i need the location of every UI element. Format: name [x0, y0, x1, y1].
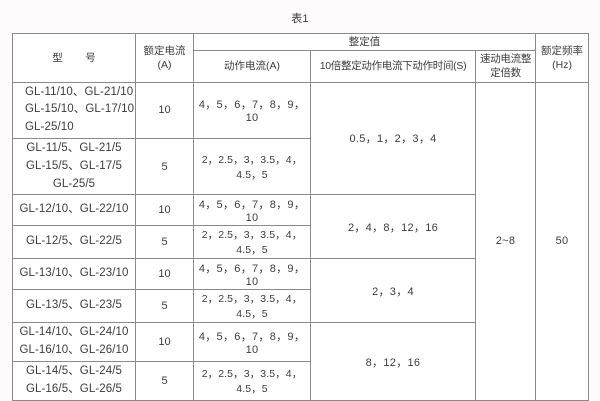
- header-row-bottom: 动作电流(A) 10倍整定动作电流下动作时间(S) 速动电流整定倍数: [13, 50, 589, 83]
- header-setting-value-group: 整定值: [192, 32, 537, 52]
- cell-action-current: 4，5，6，7，8，9，10: [193, 258, 311, 291]
- cell-rated-current: 10: [135, 81, 194, 139]
- spec-table-container: 型 号 额定电流(A) 整定值 额定频率(Hz) 动作电流(A) 10倍整定动作…: [12, 32, 590, 401]
- cell-action-current: 2，2.5，3，3.5，4，4.5，5: [193, 361, 311, 401]
- cell-model: GL-14/5、GL-24/5 GL-16/5、GL-26/5: [12, 361, 136, 401]
- cell-action-time: 8，12，16: [310, 322, 476, 401]
- header-model: 型 号: [12, 33, 136, 83]
- cell-model: GL-11/10、GL-21/10 GL-15/10、GL-17/10 GL-25/…: [12, 81, 136, 139]
- model-line: GL-15/10、GL-17/10: [25, 103, 135, 116]
- model-line: GL-15/5、GL-17/5: [25, 159, 123, 172]
- model-line: GL-13/10、GL-23/10: [19, 267, 129, 280]
- header-action-time: 10倍整定动作电流下动作时间(S): [310, 50, 476, 83]
- cell-action-time: 2，3，4: [310, 258, 476, 324]
- table-row: GL-12/10、GL-22/10 10 4，5，6，7，8，9，10 2，4，8，1…: [12, 194, 589, 260]
- cell-rated-current: 5: [135, 289, 194, 324]
- header-rated-current: 额定电流(A): [135, 33, 194, 83]
- header-rated-frequency: 额定频率(Hz): [535, 33, 590, 83]
- cell-rated-current: 5: [135, 361, 194, 401]
- model-line: GL-16/5、GL-26/5: [25, 382, 123, 395]
- cell-rated-current: 10: [135, 258, 194, 291]
- cell-model: GL-12/5、GL-22/5: [12, 225, 136, 260]
- cell-action-current: 2，2.5，3，3.5，4，4.5，5: [193, 225, 311, 260]
- model-line: GL-12/5、GL-22/5: [25, 235, 123, 248]
- cell-rated-frequency: 50: [535, 81, 590, 401]
- cell-action-time: 0.5，1，2，3，4: [310, 81, 476, 196]
- cell-action-current: 2，2.5，3，3.5，4，4.5，5: [193, 289, 311, 324]
- table-row: GL-12/5、GL-22/5 5 2，2.5，3，3.5，4，4.5，5: [12, 225, 589, 260]
- table-row: GL-11/10、GL-21/10 GL-15/10、GL-17/10 GL-25/…: [12, 81, 590, 401]
- cell-action-time: 2，4，8，12，16: [310, 194, 476, 260]
- cell-action-current: 4，5，6，7，8，9，10: [193, 81, 311, 139]
- cell-model: GL-13/5、GL-23/5: [12, 289, 136, 324]
- model-line: GL-25/5: [52, 177, 96, 190]
- cell-model: GL-11/5、GL-21/5 GL-15/5、GL-17/5 GL-25/5: [12, 137, 136, 196]
- table-row: GL-13/5、GL-23/5 5 2，2.5，3，3.5，4，4.5，5: [12, 289, 589, 324]
- cell-action-current: 4，5，6，7，8，9，10: [193, 194, 311, 227]
- header-action-current: 动作电流(A): [193, 50, 311, 83]
- cell-speed-multiple: 2~8: [474, 81, 537, 401]
- model-line: GL-16/10、GL-26/10: [19, 344, 129, 357]
- cell-model: GL-13/10、GL-23/10: [12, 258, 136, 291]
- table-row: GL-13/10、GL-23/10 10 4，5，6，7，8，9，10 2，3，4: [12, 258, 589, 324]
- model-line: GL-11/5、GL-21/5: [26, 141, 122, 154]
- model-line: GL-14/10、GL-24/10: [19, 326, 129, 339]
- table-header: 型 号 额定电流(A) 整定值 额定频率(Hz) 动作电流(A) 10倍整定动作…: [12, 32, 590, 83]
- model-line: GL-14/5、GL-24/5: [25, 365, 123, 378]
- header-row-top: 型 号 额定电流(A) 整定值 额定频率(Hz): [12, 32, 590, 83]
- cell-model: GL-12/10、GL-22/10: [12, 194, 136, 227]
- model-line: GL-12/10、GL-22/10: [19, 203, 129, 216]
- cell-rated-current: 5: [135, 137, 194, 196]
- cell-action-current: 4，5，6，7，8，9，10: [193, 322, 311, 363]
- cell-action-current: 2，2.5，3，3.5，4，4.5，5: [193, 137, 311, 196]
- model-line: GL-13/5、GL-23/5: [25, 299, 123, 312]
- model-line: GL-11/10、GL-21/10: [25, 85, 134, 98]
- cell-model: GL-14/10、GL-24/10 GL-16/10、GL-26/10: [12, 322, 136, 363]
- specification-table: 型 号 额定电流(A) 整定值 额定频率(Hz) 动作电流(A) 10倍整定动作…: [12, 32, 590, 401]
- table-row: GL-11/5、GL-21/5 GL-15/5、GL-17/5 GL-25/5 5 2，…: [12, 137, 589, 196]
- header-speed-multiple: 速动电流整定倍数: [474, 50, 537, 83]
- model-line: GL-25/10: [25, 121, 74, 134]
- table-row: GL-14/5、GL-24/5 GL-16/5、GL-26/5 5 2，2.5，3，3…: [12, 361, 589, 401]
- table-caption: 表1: [291, 13, 309, 25]
- cell-rated-current: 10: [135, 322, 194, 363]
- table-body: GL-11/10、GL-21/10 GL-15/10、GL-17/10 GL-25/…: [12, 81, 590, 401]
- cell-rated-current: 5: [135, 225, 194, 260]
- cell-rated-current: 10: [135, 194, 194, 227]
